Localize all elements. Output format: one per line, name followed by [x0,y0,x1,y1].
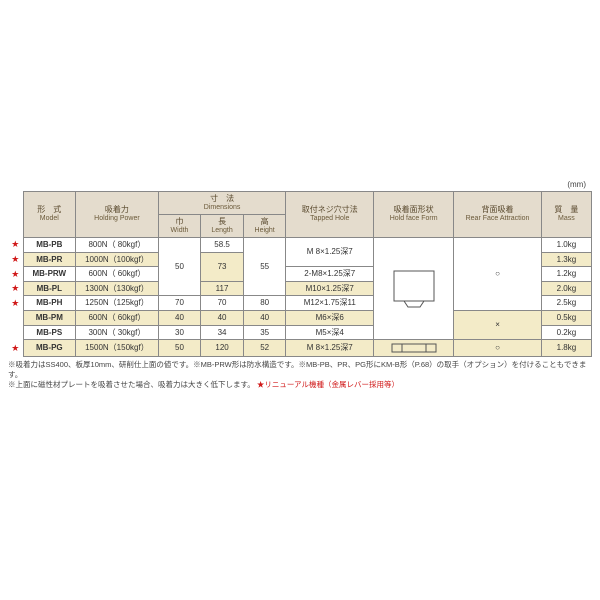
cell-model: MB-PH [23,296,76,311]
cell-holding: 1500N（150kgf） [76,340,159,357]
col-tapped: 取付ネジ穴寸法 Tapped Hole [286,192,374,238]
col-mass: 質 量 Mass [541,192,591,238]
star-icon: ★ [8,237,23,252]
star-icon: ★ [8,281,23,296]
cell-height: 35 [243,325,286,340]
table-row: MB-PM 600N（ 60kgf） 40 40 40 M6×深6 × 0.5k… [8,310,592,325]
cell-width: 50 [158,340,201,357]
blank [8,310,23,325]
cell-width: 50 [158,237,201,295]
face-diagram-1 [374,237,454,339]
cell-length: 34 [201,325,244,340]
cell-mass: 0.2kg [541,325,591,340]
cell-length: 73 [201,252,244,281]
blank [8,325,23,340]
cell-model: MB-PR [23,252,76,267]
cell-model: MB-PM [23,310,76,325]
footnotes: ※吸着力はSS400、板厚10mm、研削仕上面の値です。※MB-PRW形は防水構… [8,360,592,389]
star-icon: ★ [8,267,23,282]
cell-width: 40 [158,310,201,325]
cell-height: 80 [243,296,286,311]
star-icon: ★ [8,296,23,311]
cell-tap: 2-M8×1.25深7 [286,267,374,282]
col-rear: 背面吸着 Rear Face Attraction [454,192,542,238]
cell-holding: 1300N（130kgf） [76,281,159,296]
cell-mass: 1.3kg [541,252,591,267]
cell-rear: ○ [454,237,542,310]
cell-length: 40 [201,310,244,325]
cell-model: MB-PL [23,281,76,296]
note-line-1: ※吸着力はSS400、板厚10mm、研削仕上面の値です。※MB-PRW形は防水構… [8,360,592,380]
cell-mass: 0.5kg [541,310,591,325]
cell-mass: 1.2kg [541,267,591,282]
face-diagram-2 [374,340,454,357]
col-face: 吸着面形状 Hold face Form [374,192,454,238]
cell-tap: M 8×1.25深7 [286,237,374,266]
cell-height: 52 [243,340,286,357]
cell-height: 55 [243,237,286,295]
cell-holding: 800N（ 80kgf） [76,237,159,252]
col-height: 高 Height [243,214,286,237]
table-row: ★ MB-PB 800N（ 80kgf） 50 58.5 55 M 8×1.25… [8,237,592,252]
star-icon: ★ [8,340,23,357]
cell-mass: 2.5kg [541,296,591,311]
cell-rear: ○ [454,340,542,357]
cell-model: MB-PB [23,237,76,252]
cell-model: MB-PG [23,340,76,357]
cell-tap: M 8×1.25深7 [286,340,374,357]
cell-length: 117 [201,281,244,296]
cell-tap: M5×深4 [286,325,374,340]
cell-tap: M12×1.75深11 [286,296,374,311]
cell-width: 30 [158,325,201,340]
cell-length: 58.5 [201,237,244,252]
cell-holding: 600N（ 60kgf） [76,310,159,325]
cell-tap: M6×深6 [286,310,374,325]
cell-mass: 1.0kg [541,237,591,252]
table-row: ★ MB-PG 1500N（150kgf） 50 120 52 M 8×1.25… [8,340,592,357]
cell-model: MB-PS [23,325,76,340]
cell-length: 70 [201,296,244,311]
cell-length: 120 [201,340,244,357]
cell-width: 70 [158,296,201,311]
cell-tap: M10×1.25深7 [286,281,374,296]
cell-mass: 1.8kg [541,340,591,357]
cell-holding: 600N（ 60kgf） [76,267,159,282]
cell-height: 40 [243,310,286,325]
col-length: 長 Length [201,214,244,237]
cell-holding: 1000N（100kgf） [76,252,159,267]
col-dims: 寸 法 Dimensions [158,192,286,215]
cell-holding: 300N（ 30kgf） [76,325,159,340]
unit-label: (mm) [8,180,592,189]
star-icon: ★ [8,252,23,267]
col-model: 形 式 Model [23,192,76,238]
cell-model: MB-PRW [23,267,76,282]
col-width: 巾 Width [158,214,201,237]
spec-table: 形 式 Model 吸着力 Holding Power 寸 法 Dimensio… [8,191,592,357]
cell-rear: × [454,310,542,339]
cell-holding: 1250N（125kgf） [76,296,159,311]
col-holding: 吸着力 Holding Power [76,192,159,238]
note-line-2: ※上面に磁性材プレートを吸着させた場合、吸着力は大きく低下します。 ★リニューア… [8,380,592,390]
cell-mass: 2.0kg [541,281,591,296]
